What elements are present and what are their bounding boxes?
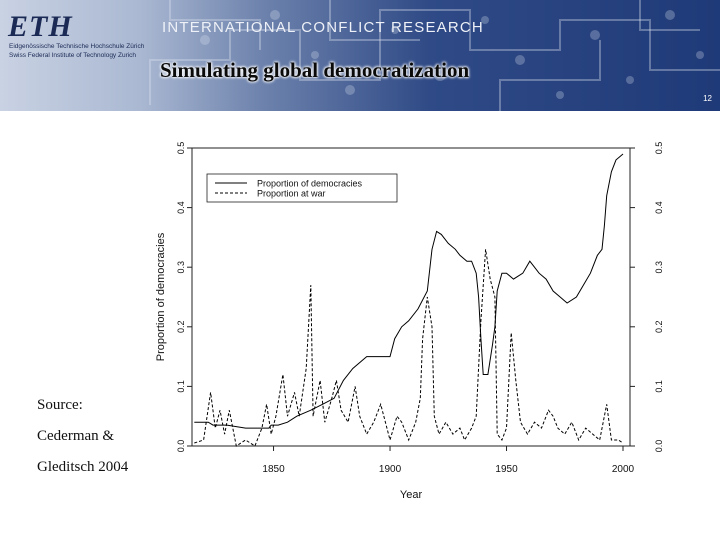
legend-box	[206, 173, 398, 203]
x-axis-label: Year	[400, 489, 423, 501]
y-tick-label-left: 0.2	[176, 321, 186, 334]
logo-line-german: Eidgenössische Technische Hochschule Zür…	[9, 43, 145, 50]
x-tick-label: 1900	[379, 464, 402, 475]
source-line-1: Source:	[37, 397, 83, 413]
slide-title: Simulating global democratization	[160, 58, 470, 82]
y-axis-label: Proportion of democracies	[155, 232, 167, 361]
header-banner: ETH Eidgenössische Technische Hochschule…	[0, 0, 720, 111]
slide-number: 12	[703, 94, 712, 103]
y-tick-label-right: 0.3	[654, 261, 664, 274]
x-tick-label: 1850	[262, 464, 285, 475]
x-tick-label: 2000	[612, 464, 635, 475]
y-tick-label-right: 0.4	[654, 201, 664, 214]
series-line-war	[194, 249, 624, 447]
y-tick-label-right: 0.2	[654, 321, 664, 334]
x-tick-label: 1950	[495, 464, 518, 475]
source-citation: Source: Cederman & Gleditsch 2004	[37, 390, 157, 483]
y-tick-label-left: 0.3	[176, 261, 186, 274]
y-tick-label-right: 0.1	[654, 380, 664, 393]
legend-label: Proportion of democracies	[257, 179, 363, 189]
org-title: INTERNATIONAL CONFLICT RESEARCH	[162, 19, 484, 36]
y-tick-label-right: 0.5	[654, 142, 664, 155]
series-line-democracies	[194, 153, 624, 429]
y-tick-label-left: 0.0	[176, 440, 186, 453]
plot-frame	[191, 147, 631, 447]
eth-logo: ETH	[8, 10, 73, 43]
chart: 1850 1900 1950 2000 Year 0.0 0.0 0.1 0.1 0.2 0.2 0.…	[155, 142, 664, 501]
y-tick-label-right: 0.0	[654, 440, 664, 453]
logo-line-english: Swiss Federal Institute of Technology Zu…	[9, 52, 137, 59]
source-line-2: Cederman &	[37, 428, 115, 444]
legend-label: Proportion at war	[257, 189, 326, 199]
banner-pattern	[149, 0, 720, 111]
y-tick-label-left: 0.4	[176, 201, 186, 214]
y-tick-label-left: 0.5	[176, 142, 186, 155]
y-tick-label-left: 0.1	[176, 380, 186, 393]
source-line-3: Gleditsch 2004	[37, 459, 129, 475]
